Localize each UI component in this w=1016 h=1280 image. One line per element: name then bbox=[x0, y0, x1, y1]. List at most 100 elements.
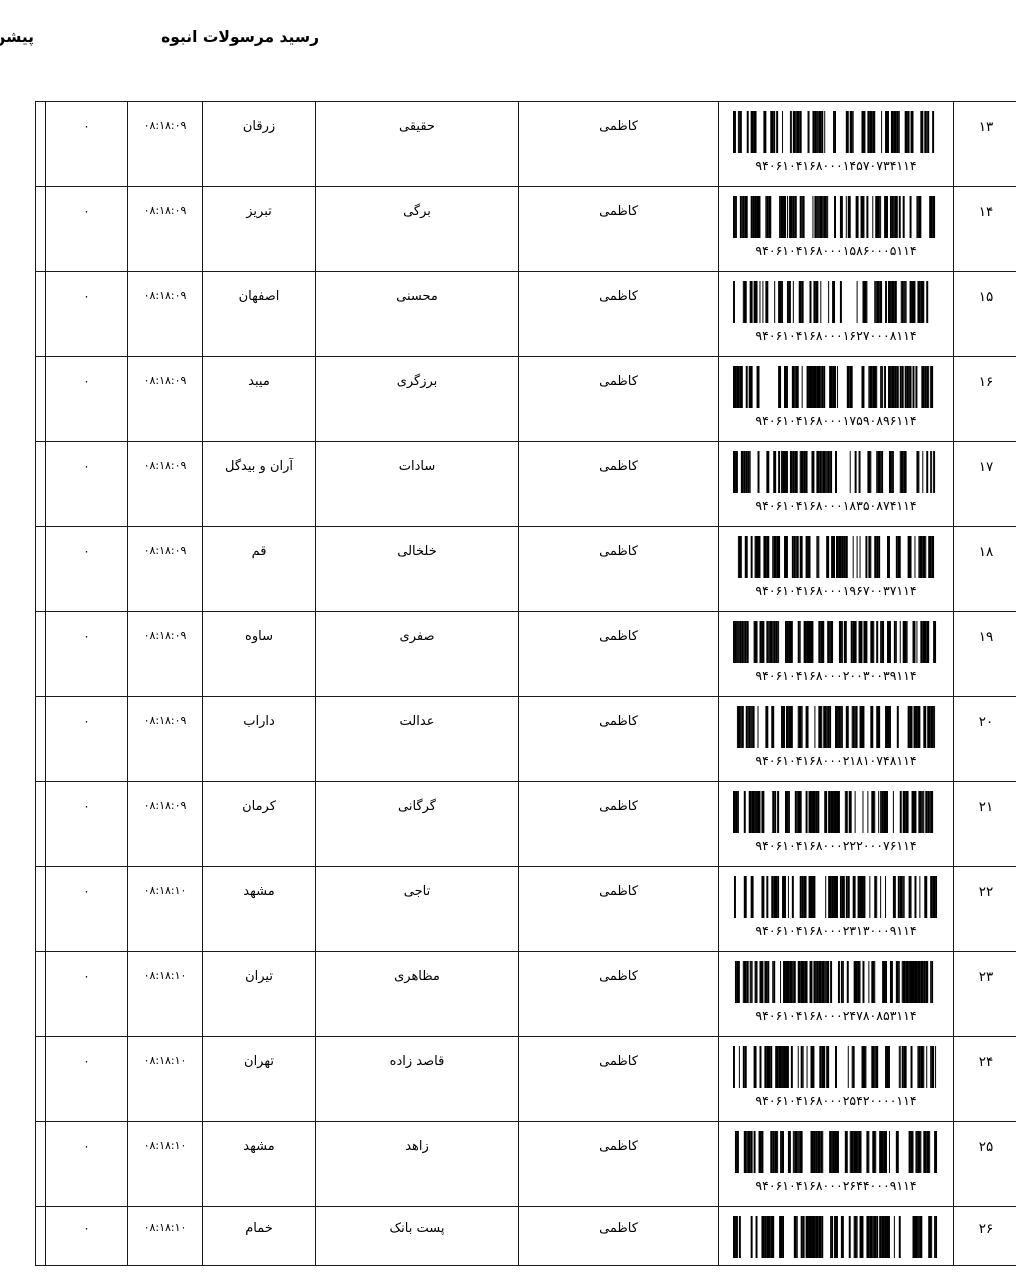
row-number-cell: ۲۱ bbox=[951, 782, 1016, 867]
receiver-name: برزگری bbox=[313, 357, 515, 390]
city-name: قم bbox=[200, 527, 312, 560]
count-value: ۰ bbox=[43, 867, 124, 898]
city-cell: ساوه bbox=[200, 612, 313, 697]
receiver-name: حقیقی bbox=[313, 102, 515, 135]
sender-name: کاظمی bbox=[516, 1207, 715, 1237]
time-value: ۰۸:۱۸:۱۰ bbox=[125, 1122, 199, 1152]
receiver-cell: گرگانی bbox=[313, 782, 516, 867]
row-number: ۲۶ bbox=[951, 1207, 1015, 1237]
count-cell: ۰ bbox=[43, 527, 125, 612]
city-name: خمام bbox=[200, 1207, 312, 1237]
count-cell: ۰ bbox=[43, 952, 125, 1037]
receiver-cell: برگی bbox=[313, 187, 516, 272]
barcode-block: ۹۴۰۶۱۰۴۱۶۸۰۰۰۱۸۳۵۰۸۷۴۱۱۴ bbox=[716, 442, 950, 517]
city-name: میبد bbox=[200, 357, 312, 390]
barcode-block: ۹۴۰۶۱۰۴۱۶۸۰۰۰۲۴۷۸۰۸۵۳۱۱۴ bbox=[716, 952, 950, 1027]
table-row: ۲۱ ۹۴۰۶۱۰۴۱۶۸۰۰۰۲۲۲۰۰۰۷۶۱۱۴ کاظمی گرگانی کرم… bbox=[33, 782, 1016, 867]
sender-name: کاظمی bbox=[516, 697, 715, 730]
time-cell: ۰۸:۱۸:۱۰ bbox=[125, 952, 200, 1037]
city-cell: تهران bbox=[200, 1037, 313, 1122]
sender-cell: کاظمی bbox=[516, 442, 716, 527]
city-cell: آران و بیدگل bbox=[200, 442, 313, 527]
city-name: مشهد bbox=[200, 1122, 312, 1155]
table-row: ۲۰ ۹۴۰۶۱۰۴۱۶۸۰۰۰۲۱۸۱۰۷۴۸۱۱۴ کاظمی عدالت دارا… bbox=[33, 697, 1016, 782]
tracking-number: ۹۴۰۶۱۰۴۱۶۸۰۰۰۱۹۶۷۰۰۳۷۱۱۴ bbox=[730, 585, 936, 598]
city-cell: زرقان bbox=[200, 102, 313, 187]
city-cell: میبد bbox=[200, 357, 313, 442]
row-number: ۲۴ bbox=[951, 1037, 1015, 1070]
city-name: اصفهان bbox=[200, 272, 312, 305]
row-number: ۱۳ bbox=[951, 102, 1015, 135]
receiver-cell: قاصد زاده bbox=[313, 1037, 516, 1122]
row-number: ۲۲ bbox=[951, 867, 1015, 900]
city-name: داراب bbox=[200, 697, 312, 730]
edge-cell bbox=[33, 272, 43, 357]
city-name: تیران bbox=[200, 952, 312, 985]
edge-cell bbox=[33, 782, 43, 867]
city-cell: کرمان bbox=[200, 782, 313, 867]
barcode-cell: ۹۴۰۶۱۰۴۱۶۸۰۰۰۱۵۸۶۰۰۰۵۱۱۴ bbox=[716, 187, 951, 272]
receiver-cell: خلخالی bbox=[313, 527, 516, 612]
row-number-cell: ۱۸ bbox=[951, 527, 1016, 612]
receiver-cell: محسنی bbox=[313, 272, 516, 357]
sender-name: کاظمی bbox=[516, 187, 715, 220]
count-cell: ۰ bbox=[43, 612, 125, 697]
count-value: ۰ bbox=[43, 1037, 124, 1068]
sender-cell: کاظمی bbox=[516, 357, 716, 442]
count-value: ۰ bbox=[43, 527, 124, 558]
count-value: ۰ bbox=[43, 357, 124, 388]
time-cell: ۰۸:۱۸:۱۰ bbox=[125, 1122, 200, 1207]
receiver-name: قاصد زاده bbox=[313, 1037, 515, 1070]
receiver-name: گرگانی bbox=[313, 782, 515, 815]
sender-cell: کاظمی bbox=[516, 527, 716, 612]
time-value: ۰۸:۱۸:۰۹ bbox=[125, 527, 199, 557]
barcode-block: ۹۴۰۶۱۰۴۱۶۸۰۰۰۲۲۲۰۰۰۷۶۱۱۴ bbox=[716, 782, 950, 857]
sender-name: کاظمی bbox=[516, 1037, 715, 1070]
sender-cell: کاظمی bbox=[516, 952, 716, 1037]
count-cell: ۰ bbox=[43, 1122, 125, 1207]
table-row: ۱۶ ۹۴۰۶۱۰۴۱۶۸۰۰۰۱۷۵۹۰۸۹۶۱۱۴ کاظمی برزگری میب… bbox=[33, 357, 1016, 442]
tracking-number: ۹۴۰۶۱۰۴۱۶۸۰۰۰۲۰۰۳۰۰۳۹۱۱۴ bbox=[730, 670, 936, 683]
barcode-block: ۹۴۰۶۱۰۴۱۶۸۰۰۰۱۵۸۶۰۰۰۵۱۱۴ bbox=[716, 187, 950, 262]
count-cell: ۰ bbox=[43, 867, 125, 952]
barcode-block: ۹۴۰۶۱۰۴۱۶۸۰۰۰۲۶۴۴۰۰۰۹۱۱۴ bbox=[716, 1122, 950, 1197]
barcode-cell: ۹۴۰۶۱۰۴۱۶۸۰۰۰۲۴۷۸۰۸۵۳۱۱۴ bbox=[716, 952, 951, 1037]
row-number-cell: ۱۶ bbox=[951, 357, 1016, 442]
table-row: ۱۸ ۹۴۰۶۱۰۴۱۶۸۰۰۰۱۹۶۷۰۰۳۷۱۱۴ کاظمی خلخالی قم ۰… bbox=[33, 527, 1016, 612]
row-number: ۱۹ bbox=[951, 612, 1015, 645]
count-value: ۰ bbox=[43, 102, 124, 133]
sender-cell: کاظمی bbox=[516, 867, 716, 952]
time-value: ۰۸:۱۸:۱۰ bbox=[125, 952, 199, 982]
city-cell: داراب bbox=[200, 697, 313, 782]
city-cell: تبریز bbox=[200, 187, 313, 272]
city-name: مشهد bbox=[200, 867, 312, 900]
row-number-cell: ۲۵ bbox=[951, 1122, 1016, 1207]
shipments-table-container: ۱۳ ۹۴۰۶۱۰۴۱۶۸۰۰۰۱۴۵۷۰۷۳۴۱۱۴ کاظمی حقیقی زرقا… bbox=[0, 101, 1016, 1266]
count-value: ۰ bbox=[43, 1207, 124, 1235]
table-row: ۲۵ ۹۴۰۶۱۰۴۱۶۸۰۰۰۲۶۴۴۰۰۰۹۱۱۴ کاظمی زاهد مشهد ۰… bbox=[33, 1122, 1016, 1207]
receiver-cell: مظاهری bbox=[313, 952, 516, 1037]
edge-cell bbox=[33, 697, 43, 782]
barcode-block: ۹۴۰۶۱۰۴۱۶۸۰۰۰۲۱۸۱۰۷۴۸۱۱۴ bbox=[716, 697, 950, 772]
time-value: ۰۸:۱۸:۰۹ bbox=[125, 102, 199, 132]
time-cell: ۰۸:۱۸:۱۰ bbox=[125, 867, 200, 952]
sender-name: کاظمی bbox=[516, 782, 715, 815]
barcode-cell: ۹۴۰۶۱۰۴۱۶۸۰۰۰۲۶۴۴۰۰۰۹۱۱۴ bbox=[716, 1122, 951, 1207]
row-number: ۲۱ bbox=[951, 782, 1015, 815]
edge-cell bbox=[33, 952, 43, 1037]
count-value: ۰ bbox=[43, 952, 124, 983]
receiver-cell: پست بانک bbox=[313, 1207, 516, 1266]
page-title: رسید مرسولات انبوه bbox=[158, 30, 316, 46]
receiver-name: محسنی bbox=[313, 272, 515, 305]
sender-cell: کاظمی bbox=[516, 1207, 716, 1266]
count-value: ۰ bbox=[43, 442, 124, 473]
sender-name: کاظمی bbox=[516, 527, 715, 560]
barcode-block: ۹۴۰۶۱۰۴۱۶۸۰۰۰۱۹۶۷۰۰۳۷۱۱۴ bbox=[716, 527, 950, 602]
edge-cell bbox=[33, 1207, 43, 1266]
row-number-cell: ۲۶ bbox=[951, 1207, 1016, 1266]
sender-cell: کاظمی bbox=[516, 1037, 716, 1122]
count-cell: ۰ bbox=[43, 272, 125, 357]
time-value: ۰۸:۱۸:۰۹ bbox=[125, 612, 199, 642]
receiver-cell: تاجی bbox=[313, 867, 516, 952]
row-number-cell: ۱۳ bbox=[951, 102, 1016, 187]
